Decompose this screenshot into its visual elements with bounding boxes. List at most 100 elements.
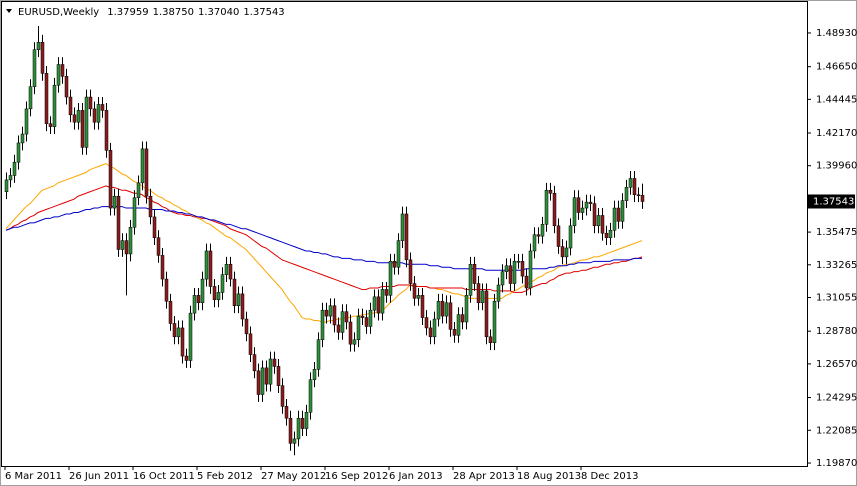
candle-body (72, 114, 77, 123)
x-tick-label: 6 Jan 2013 (389, 471, 443, 482)
candle-body (220, 274, 225, 293)
candle-body (380, 289, 385, 314)
candle-body (440, 301, 445, 317)
candle-body (60, 64, 65, 77)
candle-body (124, 240, 129, 255)
candle-body (260, 367, 265, 395)
candle-body (28, 86, 33, 110)
candle-body (532, 234, 537, 252)
candle-body (148, 195, 153, 218)
symbol-label: EURUSD,Weekly (18, 7, 99, 18)
candle-body (620, 200, 625, 222)
candle-body (456, 314, 461, 336)
candle-body (248, 333, 253, 355)
candle-body (608, 229, 613, 238)
candle-body (492, 301, 497, 343)
candle-body (12, 161, 17, 176)
candle-body (176, 327, 181, 338)
candle-body (52, 84, 57, 127)
candle-body (268, 358, 273, 385)
ohlc-label: 1.38750 (153, 7, 194, 18)
ohlc-label: 1.37959 (107, 7, 148, 18)
x-tick-label: 16 Oct 2011 (133, 471, 195, 482)
candle-body (156, 237, 161, 256)
candle-body (188, 312, 193, 361)
candle-body (244, 318, 249, 335)
y-tick-label: 1.22085 (816, 425, 857, 436)
candle-body (136, 182, 141, 198)
candle-body (548, 190, 553, 194)
candle-body (100, 104, 105, 111)
candle-body (300, 417, 305, 429)
candle-body (396, 240, 401, 268)
candle-body (32, 49, 37, 87)
menu-arrow[interactable] (6, 9, 12, 13)
candle-body (252, 354, 257, 372)
x-tick-label: 18 Aug 2013 (517, 471, 581, 482)
candle-body (304, 412, 309, 429)
candle-body (636, 194, 641, 196)
candle-body (208, 250, 213, 287)
candle-body (404, 213, 409, 261)
candle-body (536, 234, 541, 237)
x-tick-label: 27 May 2012 (261, 471, 326, 482)
candle-body (128, 227, 133, 255)
candle-body (516, 261, 521, 263)
candle-body (192, 295, 197, 314)
candle-body (436, 301, 441, 320)
y-tick-label: 1.39960 (816, 161, 857, 172)
candle-body (560, 246, 565, 258)
candle-body (204, 250, 209, 280)
candle-body (4, 179, 9, 193)
candle-body (76, 110, 81, 123)
x-tick-label: 5 Feb 2012 (197, 471, 253, 482)
candle-body (400, 213, 405, 241)
candle-body (64, 76, 69, 98)
y-tick-label: 1.24295 (816, 393, 857, 404)
candle-body (232, 278, 237, 306)
candle-body (228, 264, 233, 280)
candle-body (132, 197, 137, 228)
candle-body (320, 309, 325, 341)
candle-body (264, 367, 269, 385)
candle-body (416, 295, 421, 299)
candle-body (368, 309, 373, 327)
candle-body (496, 284, 501, 302)
candle-body (24, 108, 29, 135)
candle-body (316, 339, 321, 370)
candle-body (216, 292, 221, 301)
candle-body (84, 96, 89, 148)
chart-header: EURUSD,Weekly 1.37959 1.38750 1.37040 1.3754… (18, 7, 285, 18)
candle-body (572, 197, 577, 227)
candle-body (140, 148, 145, 184)
candle-body (376, 296, 381, 314)
candle-body (388, 261, 393, 296)
y-tick-label: 1.26570 (816, 359, 857, 370)
y-tick-label: 1.19870 (816, 458, 857, 469)
candle-body (196, 295, 201, 304)
candle-body (528, 250, 533, 289)
candle-body (428, 327, 433, 338)
candle-body (412, 283, 417, 299)
candle-body (564, 247, 569, 258)
candle-body (116, 195, 121, 250)
candle-body (292, 438, 297, 444)
candle-body (444, 302, 449, 317)
candle-body (524, 275, 529, 289)
candle-body (104, 110, 109, 151)
candle-body (600, 215, 605, 234)
candle-body (36, 42, 41, 50)
candle-body (472, 264, 477, 284)
candle-body (224, 264, 229, 275)
candle-body (296, 417, 301, 440)
x-tick-label: 28 Apr 2013 (453, 471, 515, 482)
candle-body (632, 178, 637, 195)
candle-body (544, 190, 549, 225)
candle-body (448, 302, 453, 330)
candle-body (40, 42, 45, 74)
candle-body (80, 110, 85, 148)
candle-body (568, 225, 573, 249)
candle-body (612, 207, 617, 231)
candle-body (592, 203, 597, 227)
